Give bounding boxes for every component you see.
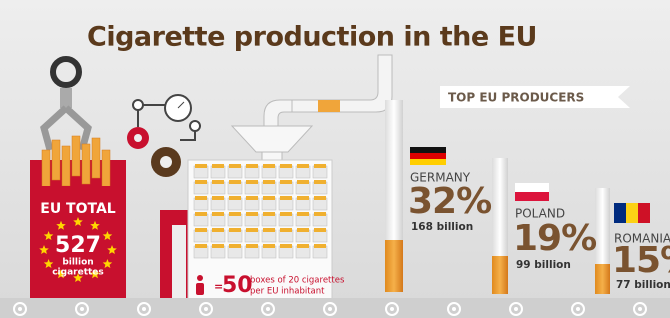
belt-gear-hub (452, 307, 456, 311)
cigarette-germany (385, 100, 403, 292)
belt-gear-hub (390, 307, 394, 311)
claw-arm (60, 88, 72, 108)
pack-cigarette (82, 144, 90, 184)
mini-box-top (263, 196, 275, 200)
mini-box-top (195, 180, 207, 184)
belt-gear-hub (576, 307, 580, 311)
mini-box-top (314, 196, 326, 200)
mini-box-top (280, 196, 292, 200)
mini-box-top (297, 196, 309, 200)
legend-count: 50 (222, 273, 253, 298)
belt-gear-hub (514, 307, 518, 311)
mini-box-top (195, 228, 207, 232)
mini-box-top (263, 180, 275, 184)
eu-total-value: 527 (55, 233, 101, 258)
pack-cigarette (92, 138, 100, 178)
mini-box-top (246, 212, 258, 216)
legend-line-2: per EU inhabitant (250, 287, 325, 297)
eu-total-item: cigarettes (52, 268, 104, 278)
eu-total-label: EU TOTAL (40, 201, 116, 217)
belt-gear-hub (142, 307, 146, 311)
pack-cigarette (62, 146, 70, 186)
mini-box-top (229, 180, 241, 184)
mini-box-top (297, 228, 309, 232)
country-share: 32% (408, 181, 491, 222)
mini-box-top (280, 180, 292, 184)
flag-romania (614, 203, 650, 223)
mini-box-top (280, 228, 292, 232)
mini-box-top (229, 228, 241, 232)
mini-box-top (195, 196, 207, 200)
mini-box-top (195, 244, 207, 248)
cigarette-romania (595, 188, 610, 294)
person-icon (196, 275, 204, 295)
country-amount: 99 billion (516, 259, 571, 271)
mini-box-top (246, 196, 258, 200)
mini-box-top (263, 228, 275, 232)
mini-box-top (195, 212, 207, 216)
mini-box-top (280, 212, 292, 216)
pack-cigarette (72, 136, 80, 176)
mini-box-top (280, 164, 292, 168)
mini-box-top (280, 244, 292, 248)
infographic: Cigarette production in the EU EU TOTAL … (0, 0, 670, 318)
banner-text: TOP EU PRODUCERS (448, 91, 584, 105)
mini-box-top (229, 212, 241, 216)
belt-gear-hub (18, 307, 22, 311)
country-share: 15% (612, 240, 670, 281)
country-share: 19% (513, 218, 596, 259)
mini-box-top (246, 228, 258, 232)
title: Cigarette production in the EU (87, 22, 537, 53)
pack-cigarette (42, 150, 50, 190)
mini-box-top (314, 228, 326, 232)
country-amount: 77 billion (616, 279, 670, 291)
mini-box-top (263, 164, 275, 168)
belt-gear-hub (266, 307, 270, 311)
belt-gear-hub (638, 307, 642, 311)
country-amount: 168 billion (411, 221, 473, 233)
mini-box-top (314, 244, 326, 248)
mini-box-top (246, 180, 258, 184)
mini-box-top (212, 212, 224, 216)
mini-box-top (212, 244, 224, 248)
pipe-filter (318, 100, 340, 112)
mini-box-top (212, 228, 224, 232)
flag-germany (410, 147, 446, 165)
mini-box-top (263, 212, 275, 216)
pack-cigarette (102, 150, 110, 190)
mini-box-top (263, 244, 275, 248)
mini-box-top (297, 180, 309, 184)
mini-box-top (314, 180, 326, 184)
small-pack-inner (172, 225, 186, 300)
pack-cigarette (52, 140, 60, 180)
mini-box-top (229, 244, 241, 248)
belt-gear-hub (204, 307, 208, 311)
mini-box-top (229, 164, 241, 168)
mini-box-top (229, 196, 241, 200)
mini-box-top (212, 196, 224, 200)
mini-box-top (314, 164, 326, 168)
eu-total-unit: billion (62, 258, 93, 268)
mini-box-top (195, 164, 207, 168)
mini-box-top (297, 212, 309, 216)
belt-gear-hub (80, 307, 84, 311)
mini-box-top (297, 244, 309, 248)
mini-box-top (314, 212, 326, 216)
flag-poland (515, 183, 549, 201)
mini-box-top (246, 164, 258, 168)
mini-box-top (246, 244, 258, 248)
mini-box-top (297, 164, 309, 168)
mini-box-top (212, 164, 224, 168)
legend-line-1: boxes of 20 cigarettes (250, 276, 345, 286)
mini-box-top (212, 180, 224, 184)
belt-gear-hub (328, 307, 332, 311)
cigarette-poland (492, 158, 508, 294)
